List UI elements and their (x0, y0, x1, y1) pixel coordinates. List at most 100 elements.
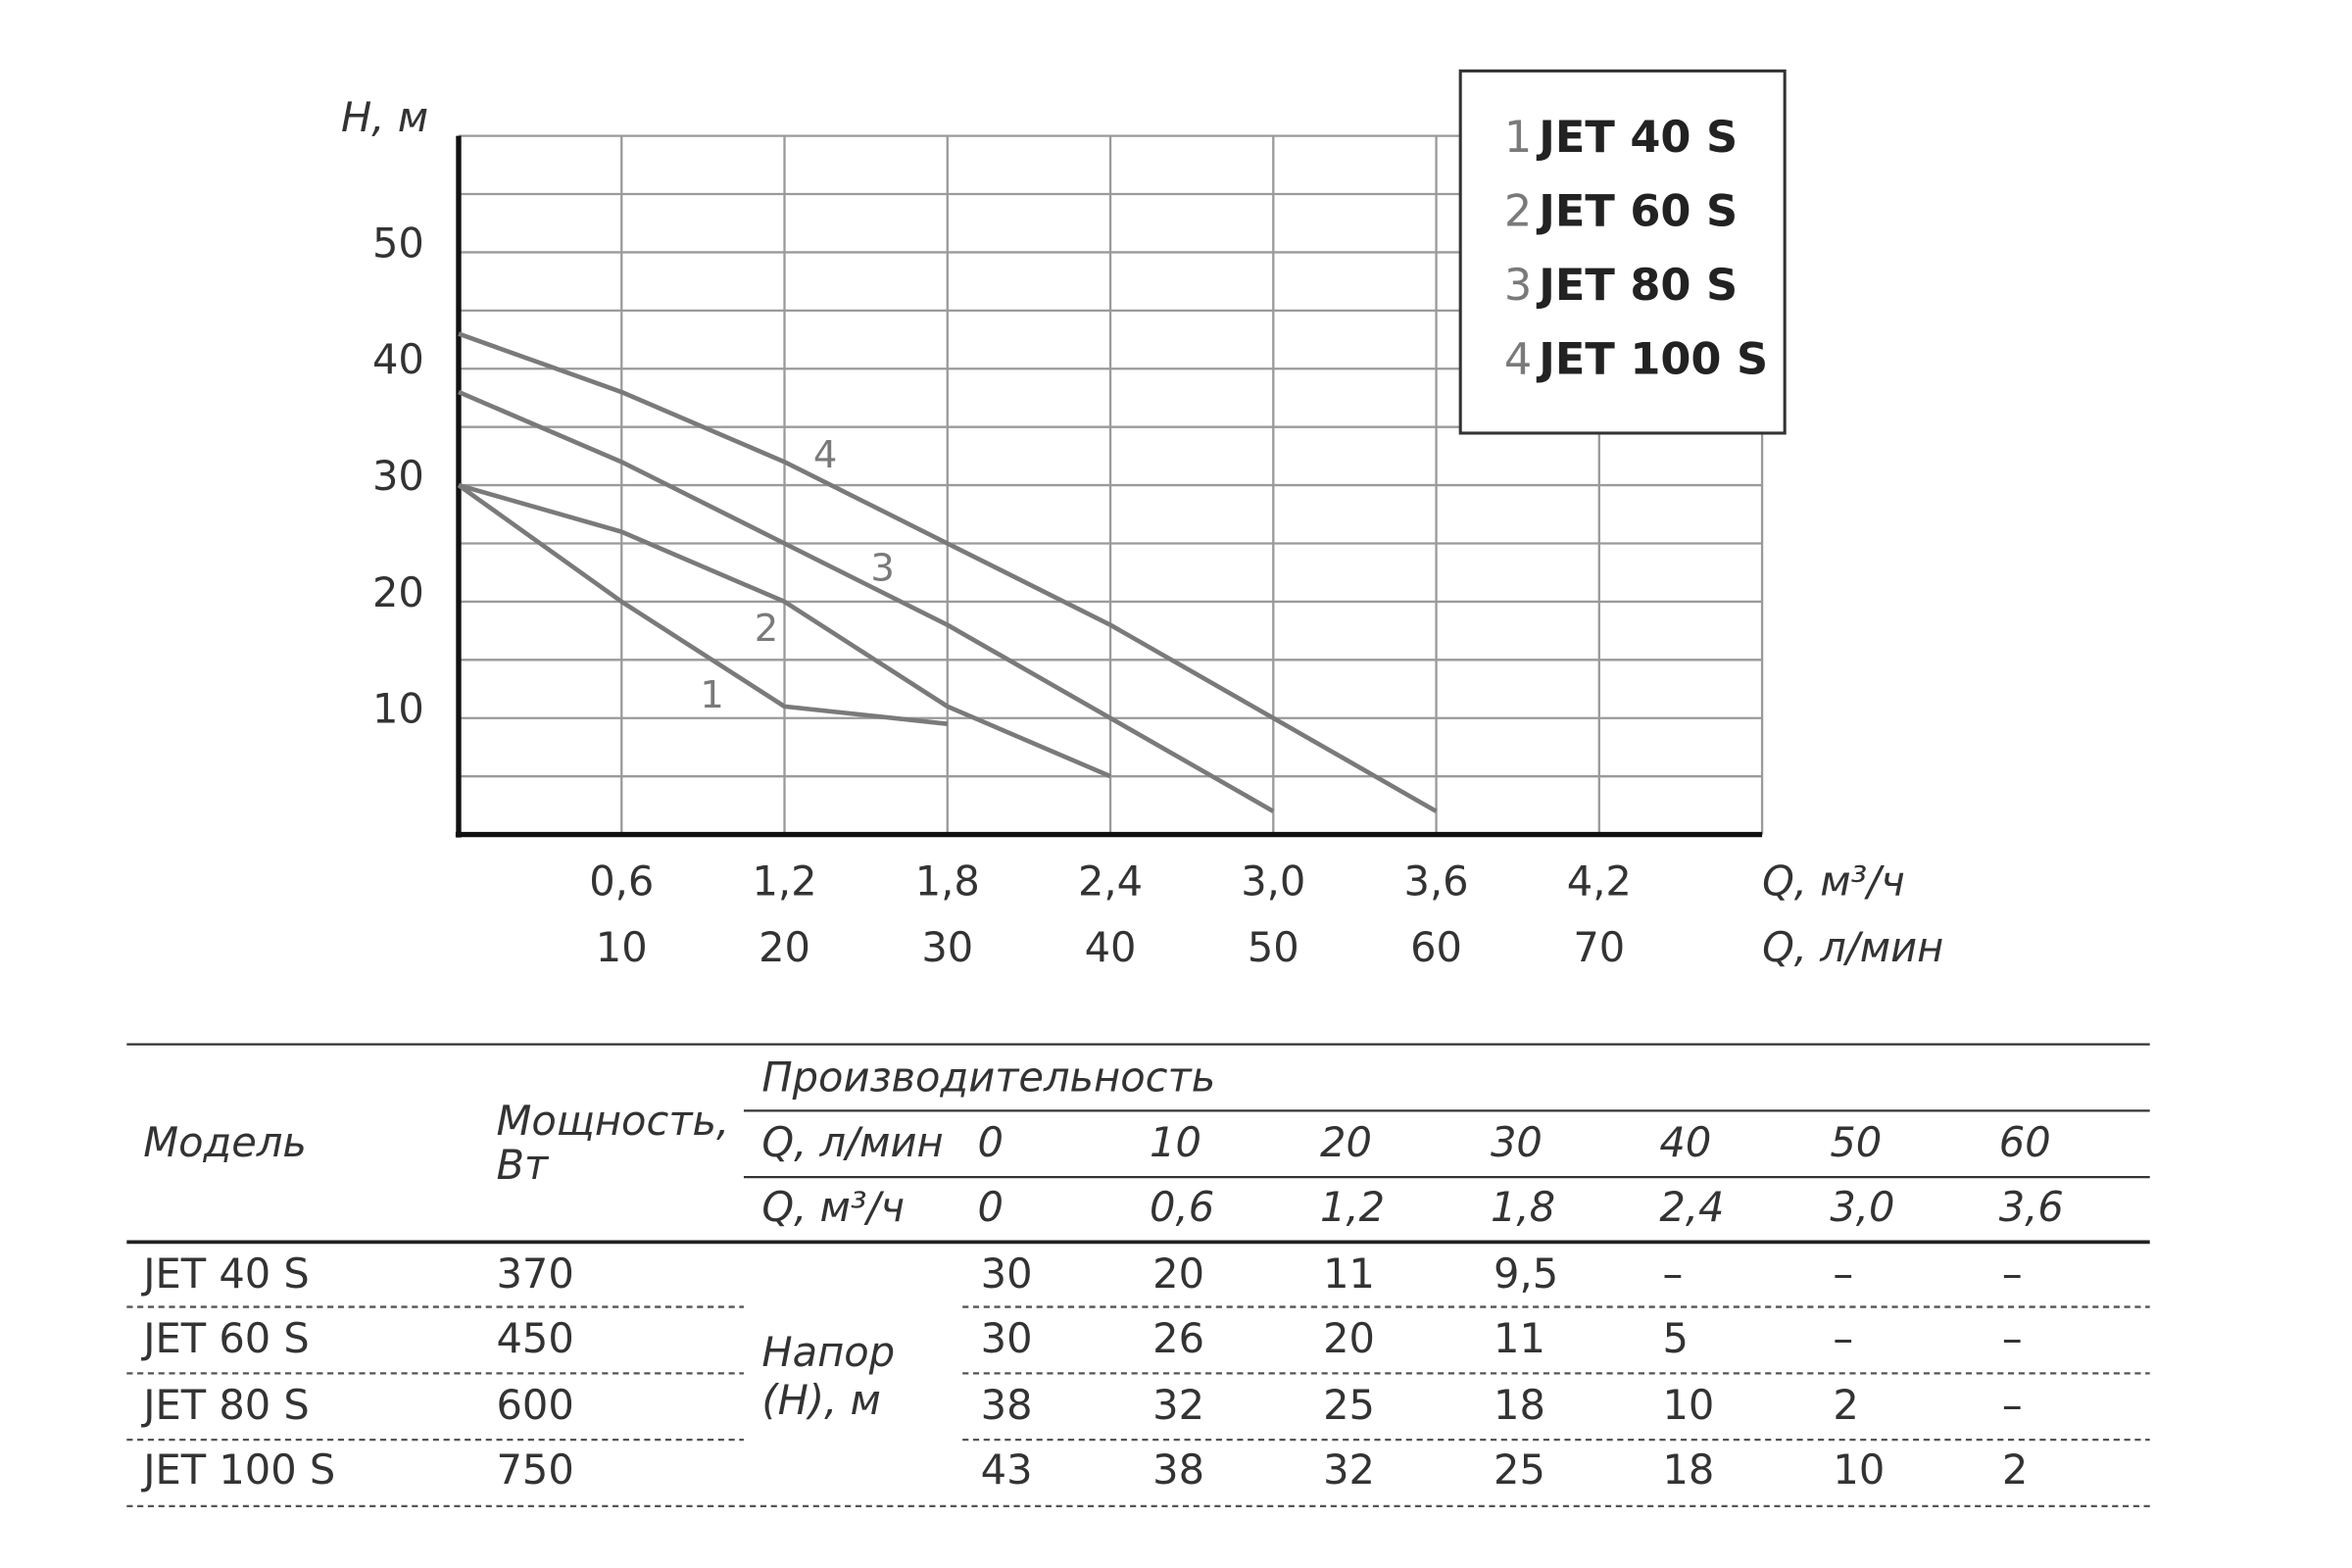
table-header-cell: 2,4 (1659, 1183, 1724, 1231)
x-axis-label: Q, л/мин (1762, 923, 1943, 971)
table-header-cell: 40 (1659, 1118, 1711, 1166)
table-header-cell: 0 (978, 1118, 1004, 1166)
table-cell-head: 32 (1152, 1381, 1204, 1429)
legend-box (1458, 69, 1787, 435)
legend-number: 3 (1504, 260, 1532, 311)
table-cell-head: 18 (1662, 1446, 1714, 1494)
table-cell-model: JET 60 S (140, 1314, 310, 1362)
x-tick-label: 10 (596, 923, 648, 971)
curve-label: 4 (813, 433, 837, 477)
x2-tick-label: 3,6 (1404, 857, 1469, 905)
table-cell-model: JET 40 S (140, 1250, 310, 1298)
table-header-model: Модель (143, 1118, 307, 1166)
table-header-cell: 50 (1830, 1118, 1882, 1166)
legend-number: 2 (1504, 186, 1532, 237)
x-tick-label: 40 (1085, 923, 1137, 971)
table-header-cell: 10 (1150, 1118, 1201, 1166)
table-cell-head: – (2002, 1381, 2023, 1429)
x2-tick-label: 3,0 (1241, 857, 1305, 905)
table-cell-power: 600 (496, 1381, 573, 1429)
table-cell-head: 20 (1152, 1250, 1204, 1298)
table-cell-head: 30 (981, 1250, 1033, 1298)
table-header-cell: 3,0 (1830, 1183, 1894, 1231)
x2-tick-label: 1,2 (752, 857, 816, 905)
plot: 10 20 30 40 50 10 20 30 40 50 60 70 0,6 1,2 1,8 2,4 3,0 3… (372, 112, 1768, 971)
table-cell-head: 20 (1323, 1314, 1375, 1362)
table-cell-head: 38 (981, 1381, 1033, 1429)
table-header-flow-m3h: Q, м³/ч (761, 1183, 905, 1231)
x2-tick-label: 4,2 (1567, 857, 1632, 905)
curve-label: 2 (755, 607, 778, 651)
curve (458, 389, 1275, 813)
table-cell-head: 10 (1662, 1381, 1714, 1429)
x-tick-label: 60 (1410, 923, 1462, 971)
legend-number: 4 (1504, 334, 1532, 385)
table-header-cell: 60 (1999, 1118, 2051, 1166)
table-cell-head: 32 (1323, 1446, 1375, 1494)
table-cell-power: 750 (496, 1446, 573, 1494)
x2-tick-label: 1,8 (915, 857, 980, 905)
x2-tick-label: 0,6 (589, 857, 654, 905)
curve (458, 482, 1111, 779)
table-head-label: (Н), м (761, 1376, 880, 1424)
table-header-cell: 30 (1491, 1118, 1543, 1166)
table-header-power: Вт (496, 1141, 550, 1189)
table-header-power: Мощность, (496, 1097, 729, 1145)
curve-label: 1 (700, 673, 723, 717)
table-cell-head: 9,5 (1494, 1250, 1558, 1298)
legend-label: JET 40 S (1536, 112, 1738, 163)
y-tick-label: 50 (372, 219, 424, 267)
x2-tick-label: 2,4 (1078, 857, 1143, 905)
table-dashed-rules (126, 1305, 2150, 1508)
table-cell-model: JET 80 S (140, 1381, 310, 1429)
table-cell-head: 10 (1833, 1446, 1885, 1494)
table-header-cell: 1,8 (1491, 1183, 1555, 1231)
table-header-cell: 0,6 (1150, 1183, 1214, 1231)
table-cell-head: 5 (1662, 1314, 1688, 1362)
y-axis-label: H, м (341, 93, 428, 141)
table-cell-head: 25 (1323, 1381, 1375, 1429)
curve (458, 331, 1438, 813)
table-cell-head: – (2002, 1250, 2023, 1298)
table-cell-head: 30 (981, 1314, 1033, 1362)
y-tick-label: 40 (372, 335, 424, 383)
y-tick-label: 30 (372, 452, 424, 500)
table-cell-power: 450 (496, 1314, 573, 1362)
table-cell-head: 25 (1494, 1446, 1545, 1494)
table-cell-power: 370 (496, 1250, 573, 1298)
table-cell-model: JET 100 S (140, 1446, 335, 1494)
y-tick-label: 10 (372, 685, 424, 733)
table-head-label: Напор (761, 1328, 895, 1376)
table-cell-head: 26 (1152, 1314, 1204, 1362)
table-cell-head: – (1833, 1314, 1853, 1362)
table-header-cell: 20 (1320, 1118, 1372, 1166)
x-tick-label: 20 (759, 923, 810, 971)
table-cell-head: – (1662, 1250, 1683, 1298)
table-header-flow-lpm: Q, л/мин (761, 1118, 943, 1166)
table-cell-head: 11 (1323, 1250, 1375, 1298)
table-header-cell: 1,2 (1320, 1183, 1385, 1231)
table-cell-head: – (1833, 1250, 1853, 1298)
table-cell-head: 2 (2002, 1446, 2028, 1494)
table-cell-head: 38 (1152, 1446, 1204, 1494)
curve (457, 483, 949, 726)
table-header-performance: Производительность (761, 1054, 1215, 1102)
x2-axis-label: Q, м³/ч (1762, 857, 1905, 905)
table-header-cell: 0 (978, 1183, 1004, 1231)
x-tick-label: 70 (1573, 923, 1625, 971)
x-tick-label: 50 (1248, 923, 1299, 971)
table-cell-head: 43 (981, 1446, 1033, 1494)
table-cell-head: 11 (1494, 1314, 1545, 1362)
legend-label: JET 60 S (1536, 186, 1738, 237)
table-cell-head: – (2002, 1314, 2023, 1362)
legend-label: JET 100 S (1536, 334, 1768, 385)
x-tick-label: 30 (921, 923, 973, 971)
y-tick-label: 20 (372, 568, 424, 616)
legend-number: 1 (1504, 112, 1532, 163)
table-cell-head: 18 (1494, 1381, 1545, 1429)
curve-label: 3 (870, 547, 894, 591)
table-header-cell: 3,6 (1999, 1183, 2064, 1231)
